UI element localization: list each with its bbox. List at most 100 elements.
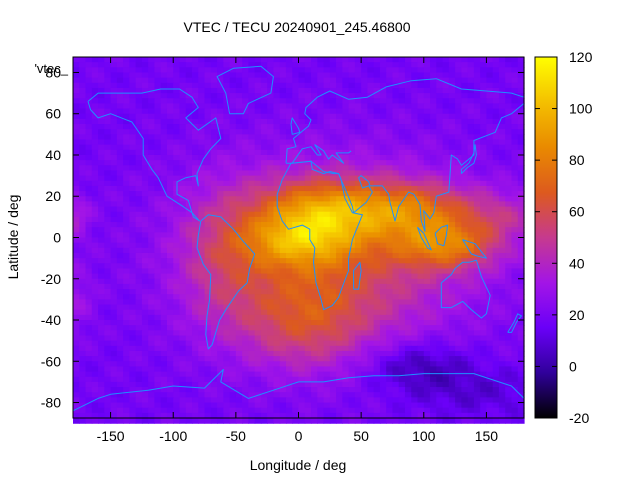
heatmap-cell xyxy=(279,356,287,362)
heatmap-cell xyxy=(110,118,118,125)
heatmap-cell xyxy=(254,165,262,172)
heatmap-cell xyxy=(85,350,93,357)
heatmap-cell xyxy=(517,335,525,342)
heatmap-cell xyxy=(323,67,331,74)
heatmap-cell xyxy=(311,232,318,239)
heatmap-cell xyxy=(442,320,450,326)
heatmap-cell xyxy=(154,82,162,89)
heatmap-cell xyxy=(448,345,456,352)
heatmap-cell xyxy=(273,160,281,166)
heatmap-cell xyxy=(279,278,287,285)
heatmap-cell xyxy=(204,201,212,208)
heatmap-cell xyxy=(329,340,337,347)
heatmap-cell xyxy=(336,77,343,84)
heatmap-cell xyxy=(461,283,469,290)
heatmap-cell xyxy=(379,397,387,404)
heatmap-cell xyxy=(336,103,343,110)
heatmap-cell xyxy=(85,185,93,192)
heatmap-cell xyxy=(373,392,381,398)
heatmap-cell xyxy=(473,139,481,146)
heatmap-cell xyxy=(367,387,375,393)
heatmap-cell xyxy=(317,278,325,285)
heatmap-cell xyxy=(511,278,519,285)
heatmap-cell xyxy=(110,258,118,264)
heatmap-cell xyxy=(123,263,130,270)
heatmap-cell xyxy=(198,118,206,125)
heatmap-cell xyxy=(461,216,469,223)
heatmap-cell xyxy=(273,268,281,275)
heatmap-cell xyxy=(254,154,262,161)
heatmap-cell xyxy=(141,67,149,74)
heatmap-cell xyxy=(79,252,87,259)
heatmap-cell xyxy=(273,345,281,352)
heatmap-cell xyxy=(204,242,212,249)
heatmap-cell xyxy=(235,222,243,228)
heatmap-cell xyxy=(329,144,337,151)
heatmap-cell xyxy=(430,165,437,172)
heatmap-cell xyxy=(304,98,312,105)
heatmap-cell xyxy=(154,381,162,388)
heatmap-cell xyxy=(467,258,475,264)
heatmap-cell xyxy=(442,180,450,187)
heatmap-cell xyxy=(123,196,130,202)
heatmap-cell xyxy=(354,82,362,89)
heatmap-cell xyxy=(198,263,206,270)
heatmap-cell xyxy=(279,309,287,316)
heatmap-cell xyxy=(404,340,412,347)
heatmap-cell xyxy=(98,98,105,105)
heatmap-cell xyxy=(104,191,112,197)
heatmap-cell xyxy=(198,350,206,357)
heatmap-cell xyxy=(317,180,325,187)
heatmap-cell xyxy=(273,325,281,331)
heatmap-cell xyxy=(123,350,130,357)
heatmap-cell xyxy=(273,320,281,326)
heatmap-cell xyxy=(260,149,268,156)
heatmap-cell xyxy=(398,299,406,306)
heatmap-cell xyxy=(129,196,137,202)
heatmap-cell xyxy=(373,93,381,99)
heatmap-cell xyxy=(455,211,462,218)
heatmap-cell xyxy=(98,170,105,177)
heatmap-cell xyxy=(379,185,387,192)
heatmap-cell xyxy=(411,387,419,393)
heatmap-cell xyxy=(129,325,137,331)
heatmap-cell xyxy=(379,263,387,270)
heatmap-cell xyxy=(198,345,206,352)
heatmap-cell xyxy=(98,77,105,84)
heatmap-cell xyxy=(348,170,356,177)
heatmap-cell xyxy=(473,283,481,290)
heatmap-cell xyxy=(461,345,469,352)
heatmap-cell xyxy=(192,232,199,239)
heatmap-cell xyxy=(166,206,174,213)
heatmap-cell xyxy=(135,330,143,337)
heatmap-cell xyxy=(348,129,356,135)
heatmap-cell xyxy=(442,361,450,368)
heatmap-cell xyxy=(486,335,494,342)
heatmap-cell xyxy=(198,402,206,409)
heatmap-cell xyxy=(242,247,249,254)
heatmap-cell xyxy=(329,304,337,311)
heatmap-cell xyxy=(98,252,105,259)
heatmap-cell xyxy=(98,304,105,311)
heatmap-cell xyxy=(116,222,124,228)
heatmap-cell xyxy=(336,325,343,331)
heatmap-cell xyxy=(329,185,337,192)
heatmap-cell xyxy=(430,87,437,94)
heatmap-cell xyxy=(348,283,356,290)
heatmap-cell xyxy=(129,227,137,233)
heatmap-cell xyxy=(342,350,350,357)
heatmap-cell xyxy=(448,62,456,68)
heatmap-cell xyxy=(398,335,406,342)
heatmap-cell xyxy=(210,93,218,99)
heatmap-cell xyxy=(367,103,375,110)
heatmap-cell xyxy=(354,242,362,249)
heatmap-cell xyxy=(423,180,431,187)
heatmap-cell xyxy=(267,381,275,388)
heatmap-cell xyxy=(298,361,306,368)
heatmap-cell xyxy=(267,294,275,300)
heatmap-cell xyxy=(455,129,462,135)
heatmap-cell xyxy=(235,242,243,249)
heatmap-cell xyxy=(91,206,99,213)
heatmap-cell xyxy=(204,196,212,202)
heatmap-cell xyxy=(91,335,99,342)
